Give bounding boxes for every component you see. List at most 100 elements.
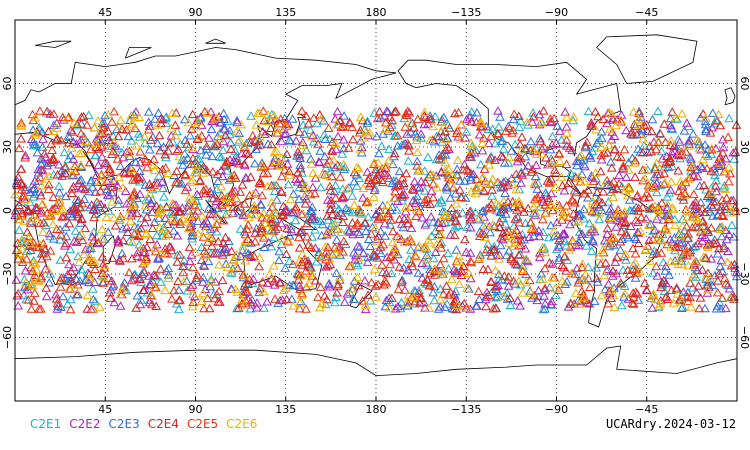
observation-marker (173, 177, 183, 187)
observation-marker (88, 235, 99, 245)
observation-marker (700, 273, 711, 282)
observation-marker (635, 226, 646, 235)
observation-marker (712, 301, 723, 310)
observation-marker (535, 136, 546, 146)
observation-marker (330, 138, 341, 148)
observation-marker (422, 274, 433, 284)
observation-marker (706, 254, 717, 263)
observation-marker (175, 249, 185, 259)
observation-marker (384, 303, 395, 312)
observation-marker (174, 304, 184, 314)
observation-marker (507, 128, 517, 137)
observation-marker (254, 253, 265, 262)
observation-marker (550, 283, 561, 293)
observation-marker (579, 295, 590, 304)
observation-marker (357, 209, 367, 219)
observation-marker (420, 242, 431, 252)
observation-marker (406, 223, 417, 232)
tick-label: −135 (451, 403, 481, 416)
observation-marker (118, 223, 128, 233)
observation-marker (410, 129, 421, 138)
observation-marker (530, 171, 541, 180)
observation-marker (392, 231, 403, 240)
observation-marker (70, 166, 81, 176)
observation-marker (249, 200, 260, 210)
observation-marker (482, 244, 492, 254)
observation-marker (549, 113, 559, 123)
observation-marker (684, 139, 694, 148)
observation-marker (187, 194, 198, 204)
observation-marker (594, 208, 605, 217)
observation-marker (608, 192, 618, 201)
observation-marker (18, 190, 28, 200)
observation-marker (374, 205, 385, 214)
observation-marker (48, 192, 59, 202)
observation-marker (599, 235, 610, 245)
observation-marker (497, 136, 508, 145)
observation-marker (249, 251, 259, 260)
observation-marker (504, 245, 514, 255)
observation-marker (65, 150, 76, 160)
observation-marker (652, 169, 663, 179)
observation-marker (400, 206, 411, 216)
observation-marker (49, 109, 59, 118)
observation-marker (201, 150, 212, 159)
observation-marker (720, 167, 731, 176)
observation-marker (306, 131, 317, 141)
observation-marker (277, 233, 287, 243)
observation-marker (580, 275, 590, 284)
observation-marker (288, 259, 298, 268)
observation-marker (701, 280, 712, 290)
observation-marker (282, 159, 293, 168)
observation-marker (691, 287, 702, 297)
observation-marker (36, 159, 47, 169)
observation-marker (275, 278, 286, 287)
observation-marker (245, 297, 256, 306)
observation-marker (62, 113, 73, 122)
observation-marker (76, 128, 86, 138)
observation-marker (669, 146, 680, 155)
observation-marker (216, 190, 227, 200)
observation-marker (187, 109, 198, 119)
observation-marker (491, 198, 502, 208)
observation-marker (251, 120, 262, 129)
observation-marker (452, 300, 463, 310)
observation-marker (504, 238, 515, 247)
observation-marker (510, 214, 521, 223)
observation-marker (75, 160, 86, 169)
observation-marker (602, 147, 613, 157)
observation-marker (52, 298, 63, 308)
observation-marker (429, 264, 440, 273)
observation-marker (330, 297, 340, 307)
observation-marker (132, 251, 143, 261)
observation-marker (237, 180, 248, 189)
observation-marker (251, 302, 262, 312)
observation-marker (534, 248, 545, 257)
observation-marker (218, 136, 229, 146)
observation-marker (472, 107, 482, 117)
observation-marker (221, 192, 232, 202)
observation-marker (155, 207, 166, 216)
observation-marker (633, 203, 644, 212)
observation-marker (660, 137, 671, 146)
observation-marker (473, 286, 484, 295)
observation-marker (651, 144, 662, 154)
observation-marker (361, 226, 371, 235)
observation-marker (445, 212, 456, 221)
observation-marker (631, 264, 642, 273)
observation-marker (209, 222, 220, 232)
observation-marker (28, 192, 39, 201)
observation-marker (692, 222, 703, 232)
observation-marker (610, 257, 621, 266)
observation-marker (660, 266, 671, 275)
observation-marker (200, 188, 211, 198)
observation-marker (558, 210, 569, 220)
observation-marker (330, 193, 341, 202)
observation-marker (265, 123, 276, 132)
observation-marker (688, 189, 699, 198)
observation-marker (455, 185, 465, 194)
observation-marker (371, 236, 382, 246)
observation-marker (249, 158, 260, 168)
observation-marker (239, 142, 250, 152)
observation-marker (209, 249, 219, 258)
